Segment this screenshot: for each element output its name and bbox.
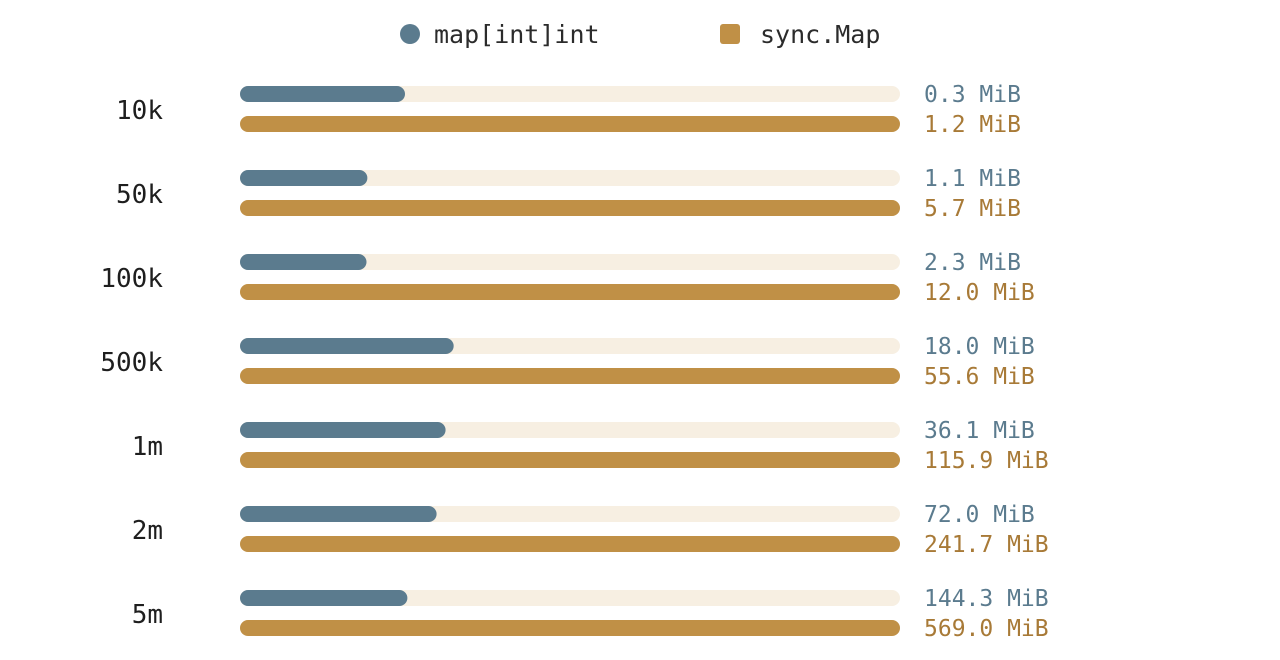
bar-track [240,170,900,186]
bar-map-int-int [240,86,405,102]
bar-sync-map [240,200,900,216]
category-label: 1m [132,432,163,462]
value-label-map-int-int: 72.0 MiB [924,502,1035,528]
bar-map-int-int [240,506,437,522]
bar-map-int-int [240,254,367,270]
value-label-map-int-int: 18.0 MiB [924,334,1035,360]
row-2m: 2m 72.0 MiB 241.7 MiB [132,502,1049,558]
bar-sync-map [240,620,900,636]
value-label-sync-map: 115.9 MiB [924,448,1049,474]
value-label-map-int-int: 0.3 MiB [924,82,1021,108]
bar-sync-map [240,368,900,384]
category-label: 2m [132,516,163,546]
legend-label-map-int-int: map[int]int [434,20,600,49]
chart-legend: map[int]int sync.Map [400,20,880,49]
bar-map-int-int [240,170,368,186]
bar-map-int-int [240,422,446,438]
legend-marker-map-int-int [400,24,420,44]
value-label-sync-map: 569.0 MiB [924,616,1049,642]
value-label-sync-map: 1.2 MiB [924,112,1021,138]
row-100k: 100k 2.3 MiB 12.0 MiB [100,250,1034,306]
value-label-sync-map: 12.0 MiB [924,280,1035,306]
bar-sync-map [240,452,900,468]
row-5m: 5m 144.3 MiB 569.0 MiB [132,586,1049,642]
category-label: 10k [116,96,163,126]
bar-map-int-int [240,338,454,354]
bar-map-int-int [240,590,408,606]
category-label: 5m [132,600,163,630]
bar-sync-map [240,536,900,552]
legend-marker-sync-map [720,24,740,44]
value-label-map-int-int: 1.1 MiB [924,166,1021,192]
category-label: 500k [100,348,163,378]
row-500k: 500k 18.0 MiB 55.6 MiB [100,334,1034,390]
value-label-map-int-int: 144.3 MiB [924,586,1049,612]
row-50k: 50k 1.1 MiB 5.7 MiB [116,166,1021,222]
bar-sync-map [240,116,900,132]
row-1m: 1m 36.1 MiB 115.9 MiB [132,418,1049,474]
value-label-sync-map: 55.6 MiB [924,364,1035,390]
value-label-map-int-int: 36.1 MiB [924,418,1035,444]
row-10k: 10k 0.3 MiB 1.2 MiB [116,82,1021,138]
category-label: 50k [116,180,163,210]
legend-label-sync-map: sync.Map [760,20,880,49]
value-label-map-int-int: 2.3 MiB [924,250,1021,276]
value-label-sync-map: 5.7 MiB [924,196,1021,222]
chart-rows: 10k 0.3 MiB 1.2 MiB 50k 1.1 MiB 5.7 MiB 100k 2.… [100,82,1048,642]
value-label-sync-map: 241.7 MiB [924,532,1049,558]
bar-track [240,86,900,102]
bar-sync-map [240,284,900,300]
bar-track [240,254,900,270]
category-label: 100k [100,264,163,294]
